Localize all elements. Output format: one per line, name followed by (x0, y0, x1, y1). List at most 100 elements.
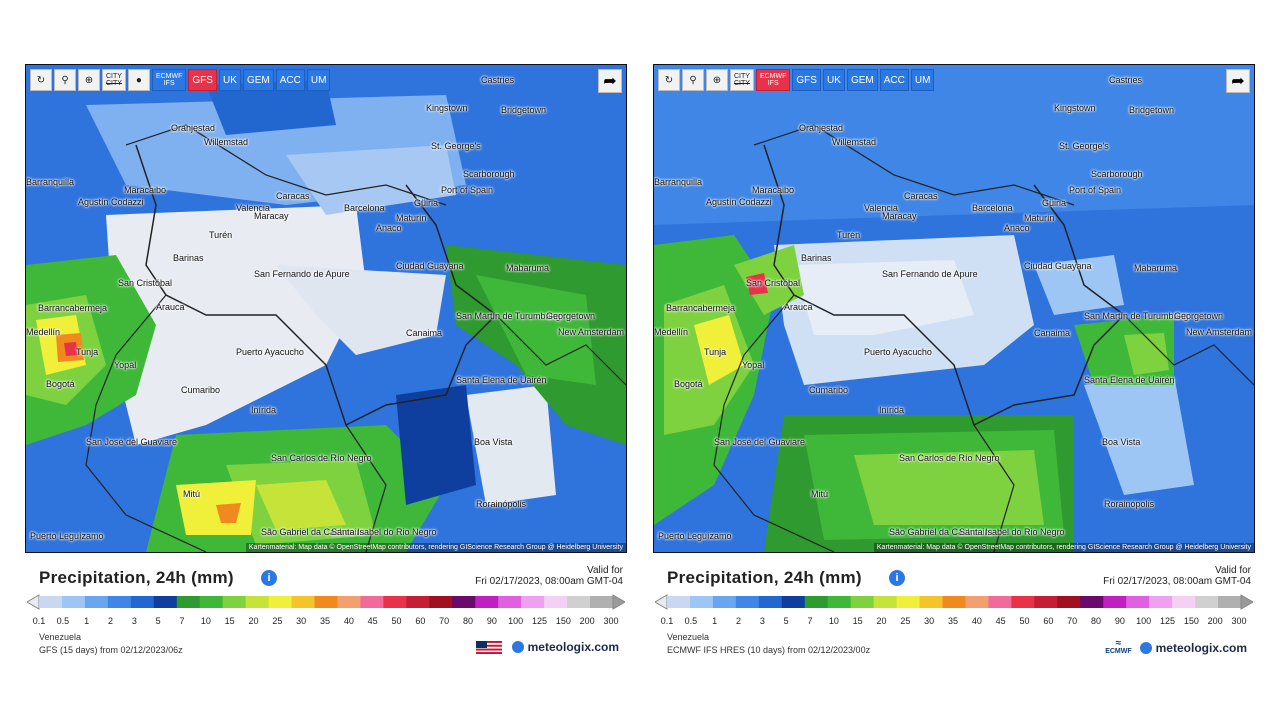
model-button-gfs[interactable]: GFS (792, 69, 821, 91)
brand-name: meteologix.com (527, 640, 619, 654)
model-button-uk[interactable]: UK (822, 69, 845, 91)
city-label: Barcelona (344, 203, 385, 213)
scale-swatch (1195, 596, 1219, 608)
info-icon[interactable]: i (261, 570, 277, 586)
zoom-icon[interactable]: ⊕ (706, 69, 728, 91)
scale-swatch (61, 596, 86, 608)
model-button-um[interactable]: UM (910, 69, 935, 91)
city-label: Kingstown (1054, 103, 1096, 113)
model-label-sub: IFS (767, 80, 779, 87)
scale-tick-label: 20 (876, 616, 887, 626)
city-label: Maracay (254, 211, 289, 221)
scale-tick-label: 10 (828, 616, 839, 626)
model-button-acc[interactable]: ACC (275, 69, 305, 91)
city-label: Barinas (801, 253, 832, 263)
scale-tick-label: 70 (1067, 616, 1078, 626)
precipitation-map[interactable]: ↻ ⚲ ⊕ CITY CITY ECMWF IFS GFS UK GEM ACC… (653, 64, 1255, 553)
model-button-ecmwf[interactable]: ECMWF IFS (151, 69, 187, 91)
city-label: Santa Isabel do Rio Negro (331, 527, 437, 537)
scale-swatch (291, 596, 316, 608)
city-label: Maracaibo (124, 185, 167, 195)
scale-swatch (758, 596, 783, 608)
city-label: São Gabriel da Cachoeira (261, 527, 365, 537)
scale-swatch (1080, 596, 1104, 608)
city-label: Cumaribo (181, 385, 221, 395)
model-button-um[interactable]: UM (306, 69, 331, 91)
city-label: Canaima (406, 328, 443, 338)
city-label: Medellín (654, 327, 689, 337)
model-button-acc[interactable]: ACC (879, 69, 909, 91)
city-label: Mitú (183, 489, 201, 499)
scale-swatch (383, 596, 407, 608)
city-label: Mabaruma (1134, 263, 1178, 273)
scale-swatch (1034, 596, 1058, 608)
location-pin-icon[interactable]: ⚲ (682, 69, 704, 91)
brand[interactable]: meteologix.com (475, 640, 619, 654)
scale-swatch (475, 596, 499, 608)
city-label: Santa Isabel do Rio Negro (959, 527, 1065, 537)
scale-swatch (712, 596, 737, 608)
scale-tick-label: 100 (1136, 616, 1152, 626)
city-label: Arauca (784, 302, 813, 312)
reload-icon[interactable]: ↻ (30, 69, 52, 91)
model-button-gem[interactable]: GEM (846, 69, 878, 91)
dark-mode-icon[interactable]: ● (127, 69, 150, 91)
model-button-gem[interactable]: GEM (242, 69, 274, 91)
model-button-uk[interactable]: UK (218, 69, 241, 91)
scale-swatch (268, 596, 293, 608)
city-label: Yopal (742, 360, 765, 370)
city-label: Tunja (704, 347, 727, 357)
scale-swatch (919, 596, 944, 608)
city-toggle-button[interactable]: CITY CITY (102, 69, 126, 91)
model-button-ecmwf[interactable]: ECMWF IFS (755, 69, 791, 91)
city-label: Anaco (376, 223, 402, 233)
city-toggle-button[interactable]: CITY CITY (730, 69, 754, 91)
scale-swatch (873, 596, 898, 608)
scale-tick-label: 1 (712, 616, 718, 626)
scale-tick-label: 30 (296, 616, 307, 626)
scale-tick-label: 90 (1114, 616, 1125, 626)
valid-for-label: Valid for (587, 565, 623, 576)
scale-tick-label: 150 (1183, 616, 1199, 626)
city-label: San Carlos de Río Negro (899, 453, 1000, 463)
scale-swatch (498, 596, 522, 608)
precipitation-map[interactable]: ↻ ⚲ ⊕ CITY CITY ● ECMWF IFS GFS UK GEM A… (25, 64, 627, 553)
scale-arrow-high (1240, 594, 1253, 610)
map-title: Precipitation, 24h (mm) (39, 568, 234, 587)
model-label: ECMWF (155, 73, 183, 80)
location-pin-icon[interactable]: ⚲ (54, 69, 76, 91)
scale-tick-label: 40 (343, 616, 354, 626)
valid-for-label: Valid for (1215, 565, 1251, 576)
share-icon[interactable]: ➦ (598, 69, 622, 93)
scale-swatch (965, 596, 989, 608)
city-label: Bogotá (46, 379, 75, 389)
city-label: Bogotá (674, 379, 703, 389)
info-icon[interactable]: i (889, 570, 905, 586)
share-icon[interactable]: ➦ (1226, 69, 1250, 93)
brand[interactable]: ≈ ECMWF meteologix.com (1105, 639, 1247, 656)
scale-tick-label: 7 (807, 616, 813, 626)
scale-swatch (337, 596, 361, 608)
city-label: Caracas (904, 191, 938, 201)
valid-for: Valid for Fri 02/17/2023, 08:00am GMT-04 (475, 565, 623, 587)
scale-tick-label: 80 (1090, 616, 1102, 626)
map-title: Precipitation, 24h (mm) (667, 568, 862, 587)
scale-tick-label: 0.1 (660, 616, 674, 626)
scale-tick-label: 80 (462, 616, 474, 626)
city-label: Santa Elena de Uairén (456, 375, 547, 385)
city-label: Oranjestad (799, 123, 844, 133)
scale-tick-label: 0.5 (56, 616, 70, 626)
reload-icon[interactable]: ↻ (658, 69, 680, 91)
scale-tick-label: 2 (735, 616, 742, 626)
city-label: Castries (481, 75, 515, 85)
scale-swatch (1218, 596, 1242, 608)
model-button-gfs[interactable]: GFS (188, 69, 217, 91)
scale-tick-label: 300 (603, 616, 619, 626)
valid-for: Valid for Fri 02/17/2023, 08:00am GMT-04 (1103, 565, 1251, 587)
city-label: Puerto Leguízamo (30, 531, 104, 541)
scale-tick-label: 200 (1207, 616, 1223, 626)
zoom-icon[interactable]: ⊕ (78, 69, 100, 91)
model-label-sub: IFS (163, 80, 175, 87)
scale-tick-label: 100 (508, 616, 524, 626)
city-label: Turén (837, 230, 861, 240)
